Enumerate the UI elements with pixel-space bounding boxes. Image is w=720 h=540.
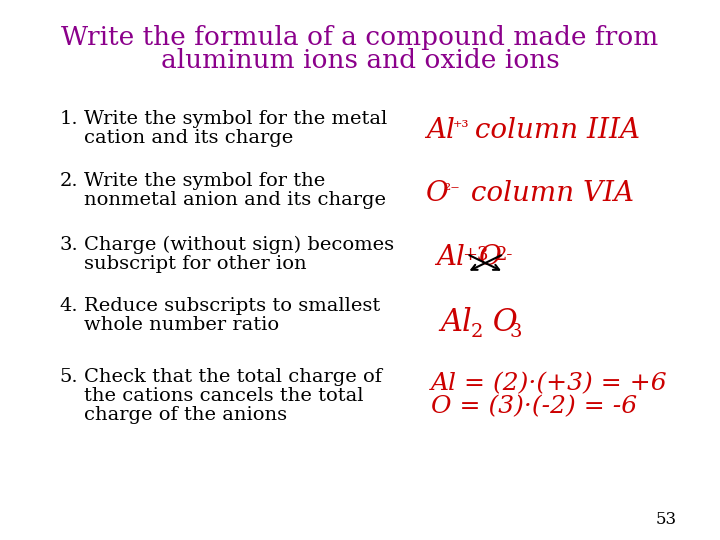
- Text: column IIIA: column IIIA: [466, 117, 640, 144]
- Text: 4.: 4.: [59, 297, 78, 315]
- Text: 2-: 2-: [496, 246, 513, 264]
- Text: charge of the anions: charge of the anions: [84, 406, 287, 424]
- Text: ²⁻: ²⁻: [444, 182, 460, 200]
- Text: Al: Al: [441, 307, 472, 338]
- Text: Write the symbol for the: Write the symbol for the: [84, 172, 325, 190]
- Text: Al: Al: [436, 244, 464, 271]
- Text: 3.: 3.: [59, 236, 78, 254]
- Text: O = (3)·(-2) = -6: O = (3)·(-2) = -6: [431, 395, 637, 418]
- Text: Charge (without sign) becomes: Charge (without sign) becomes: [84, 236, 394, 254]
- Text: Al: Al: [426, 117, 455, 144]
- Text: 2: 2: [471, 323, 483, 341]
- Text: the cations cancels the total: the cations cancels the total: [84, 387, 364, 405]
- Text: ⁺³: ⁺³: [453, 119, 469, 137]
- Text: Reduce subscripts to smallest: Reduce subscripts to smallest: [84, 297, 380, 315]
- Text: nonmetal anion and its charge: nonmetal anion and its charge: [84, 191, 386, 209]
- Text: 3: 3: [509, 323, 522, 341]
- Text: O: O: [426, 180, 449, 207]
- Text: 5.: 5.: [59, 368, 78, 386]
- Text: Al = (2)·(+3) = +6: Al = (2)·(+3) = +6: [431, 372, 667, 395]
- Text: O: O: [479, 244, 502, 271]
- Text: Write the formula of a compound made from: Write the formula of a compound made fro…: [61, 24, 659, 50]
- Text: column VIA: column VIA: [462, 180, 634, 207]
- Text: aluminum ions and oxide ions: aluminum ions and oxide ions: [161, 48, 559, 72]
- Text: cation and its charge: cation and its charge: [84, 129, 293, 147]
- Text: Check that the total charge of: Check that the total charge of: [84, 368, 382, 386]
- Text: 2.: 2.: [59, 172, 78, 190]
- Text: whole number ratio: whole number ratio: [84, 316, 279, 334]
- Text: subscript for other ion: subscript for other ion: [84, 255, 307, 273]
- Text: +3: +3: [462, 246, 489, 264]
- Text: 1.: 1.: [59, 110, 78, 128]
- Text: 53: 53: [656, 511, 677, 528]
- Text: Write the symbol for the metal: Write the symbol for the metal: [84, 110, 387, 128]
- Text: O: O: [483, 307, 518, 338]
